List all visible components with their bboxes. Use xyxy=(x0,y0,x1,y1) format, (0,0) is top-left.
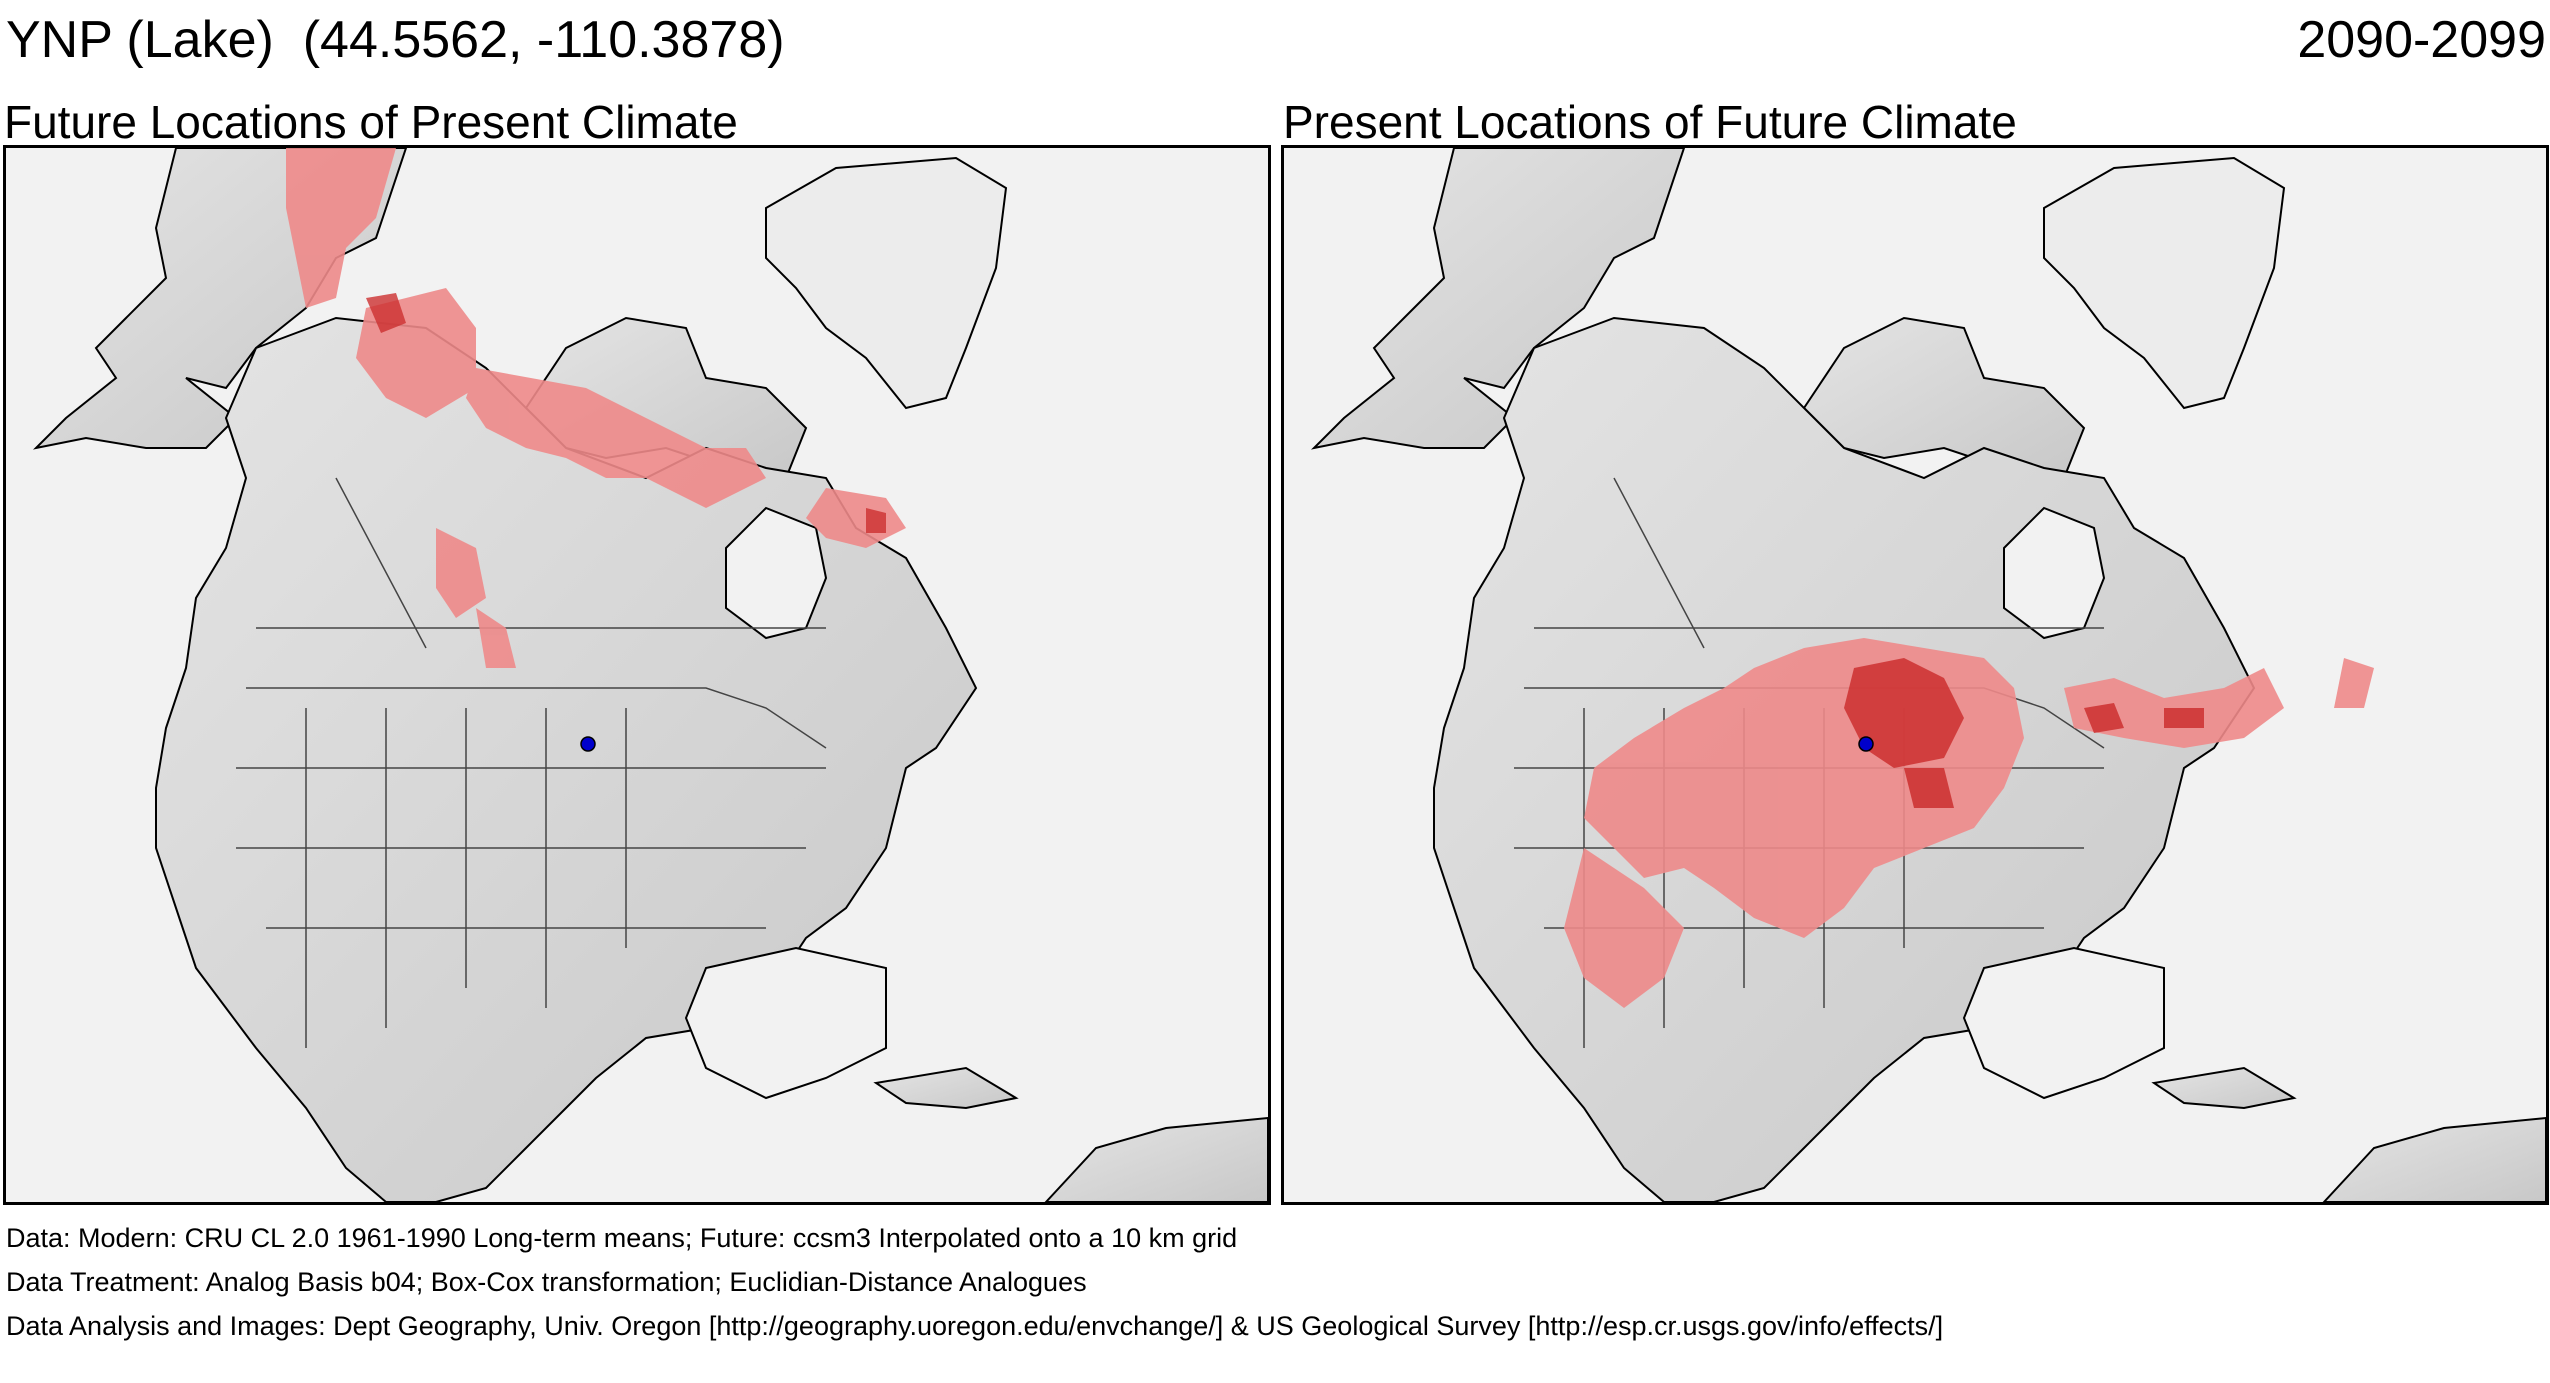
footer-data-source: Data: Modern: CRU CL 2.0 1961-1990 Long-… xyxy=(6,1223,1238,1253)
greenland-landmass xyxy=(2043,156,2286,410)
south-america-landmass xyxy=(2322,1116,2546,1202)
map-right-svg xyxy=(1310,148,2546,1202)
footer-data-treatment: Data Treatment: Analog Basis b04; Box-Co… xyxy=(6,1267,1087,1297)
analog-strong-regions xyxy=(366,293,886,533)
south-america-landmass xyxy=(1044,1116,1268,1202)
site-marker xyxy=(580,736,596,752)
analog-strong-regions xyxy=(1844,658,2204,808)
cuba-island xyxy=(873,1066,1019,1110)
period-title: 2090-2099 xyxy=(2297,11,2546,69)
footer-data-analysis: Data Analysis and Images: Dept Geography… xyxy=(6,1311,1944,1341)
greenland-landmass xyxy=(765,156,1008,410)
gulf-of-mexico xyxy=(684,946,887,1100)
map-left-svg xyxy=(32,148,1268,1202)
panel-left-title: Future Locations of Present Climate xyxy=(4,96,738,148)
map-panel-left xyxy=(3,145,1271,1205)
gulf-of-mexico xyxy=(1962,946,2165,1100)
hudson-bay xyxy=(2003,506,2106,640)
alaska-landmass xyxy=(1310,148,1686,450)
panel-right-title: Present Locations of Future Climate xyxy=(1283,96,2017,148)
arctic-islands xyxy=(1802,316,2086,480)
site-title: YNP (Lake) (44.5562, -110.3878) xyxy=(6,11,785,69)
cuba-island xyxy=(2151,1066,2297,1110)
political-borders xyxy=(236,477,827,1048)
map-panel-right xyxy=(1281,145,2549,1205)
hudson-bay xyxy=(725,506,828,640)
site-marker xyxy=(1858,736,1874,752)
